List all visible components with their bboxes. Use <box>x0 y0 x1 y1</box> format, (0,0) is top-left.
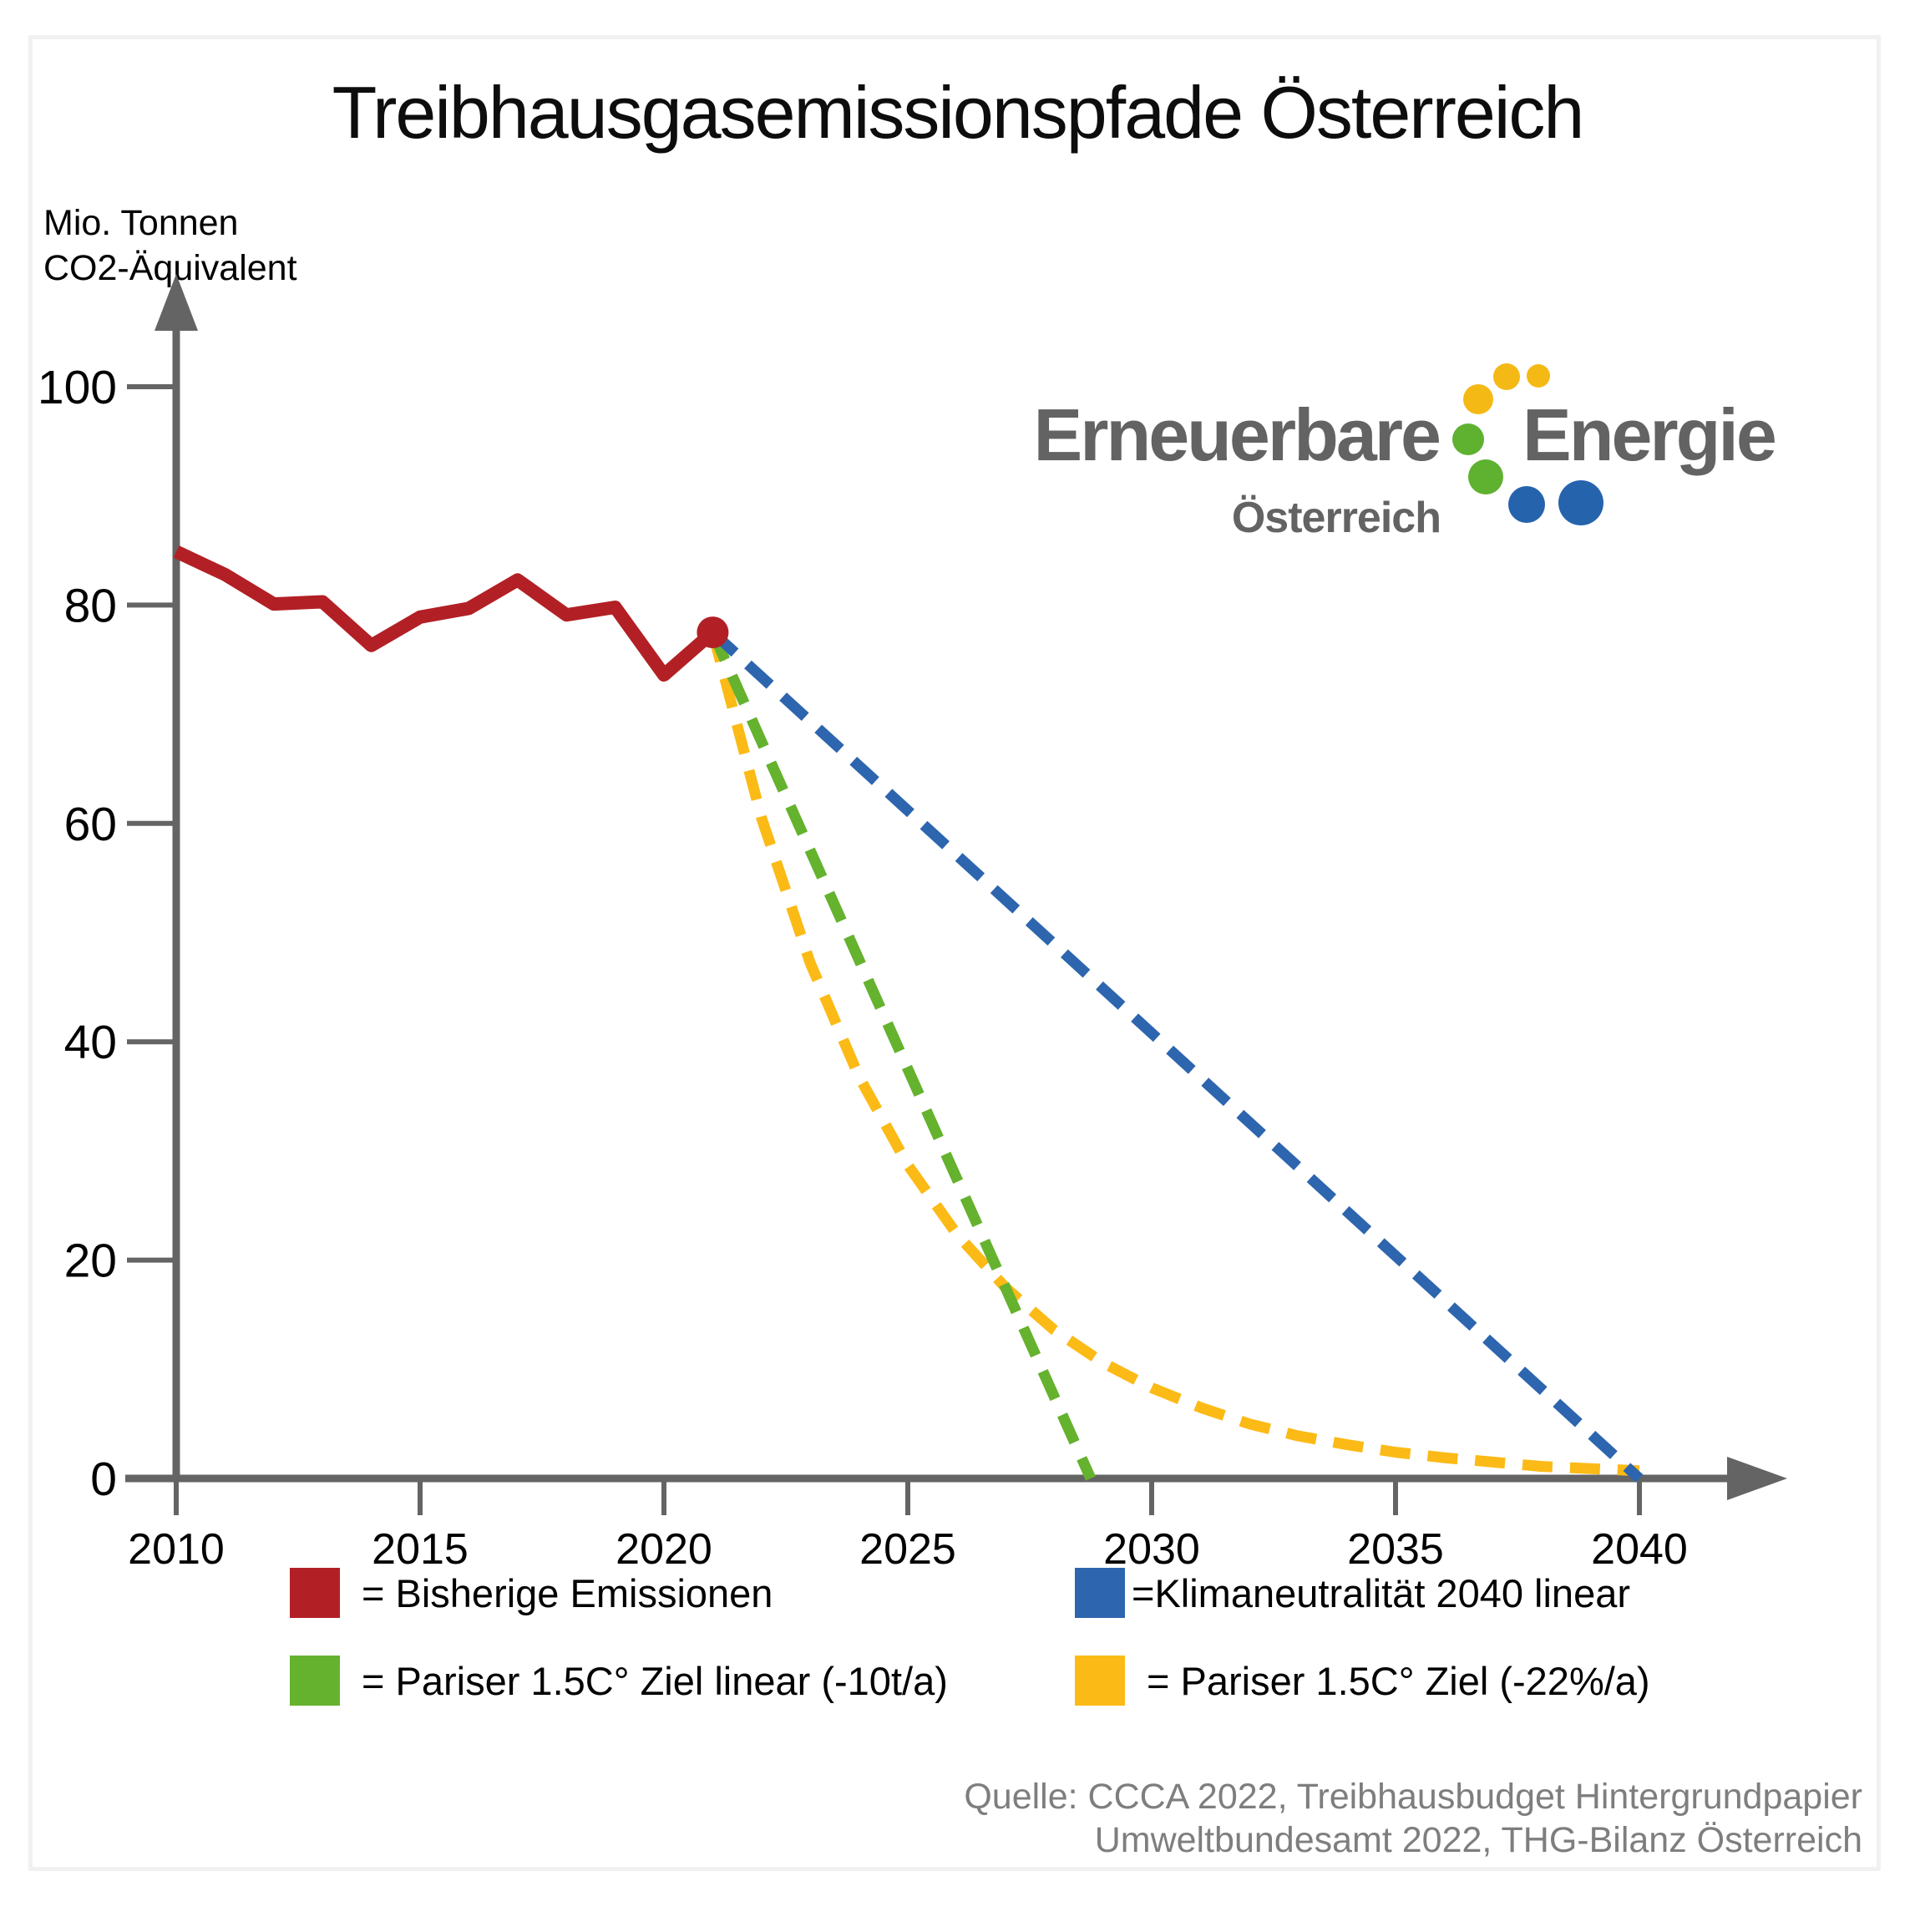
logo-word-erneuerbare: Erneuerbare <box>1034 393 1440 476</box>
logo-dot-icon <box>1463 384 1493 414</box>
series-pariser-22-prozent <box>707 631 1640 1477</box>
legend-chip-pariser-22-prozent <box>1075 1656 1125 1706</box>
y-tick-label: 40 <box>64 1016 117 1069</box>
y-tick-label: 80 <box>64 579 117 632</box>
logo-dot-icon <box>1468 459 1503 494</box>
legend-item-pariser-22-prozent: = Pariser 1.5C° Ziel (-22%/a) <box>1075 1656 1650 1706</box>
y-axis-title: Mio. Tonnen CO2-Äquivalent <box>43 200 297 291</box>
x-tick-label: 2025 <box>859 1525 956 1574</box>
logo-dot-icon <box>1452 423 1484 455</box>
erneuerbare-energie-logo: Erneuerbare Energie Österreich <box>1034 363 1777 542</box>
logo-dot-icon <box>1508 486 1545 523</box>
legend-label: = Pariser 1.5C° Ziel linear (-10t/a) <box>362 1658 948 1703</box>
legend-label: =Klimaneutralität 2040 linear <box>1132 1570 1631 1615</box>
x-tick-label: 2035 <box>1347 1525 1444 1574</box>
page-border <box>28 35 1881 1871</box>
x-tick-label: 2040 <box>1591 1525 1688 1574</box>
x-tick-label: 2015 <box>372 1525 469 1574</box>
y-tick-label: 20 <box>64 1235 117 1288</box>
legend-item-pariser-linear: = Pariser 1.5C° Ziel linear (-10t/a) <box>290 1656 948 1706</box>
x-tick-label: 2020 <box>616 1525 712 1574</box>
legend-item-klimaneutralitaet-2040: =Klimaneutralität 2040 linear <box>1075 1568 1630 1618</box>
source-line2: Umweltbundesamt 2022, THG-Bilanz Österre… <box>1094 1819 1862 1860</box>
source-citation: Quelle: CCCA 2022, Treibhausbudget Hinte… <box>964 1776 1862 1862</box>
legend-chip-bisherige-emissionen <box>290 1568 340 1618</box>
logo-subtitle-oesterreich: Österreich <box>1232 494 1441 542</box>
series-bisherige-emissionen <box>173 545 717 682</box>
y-tick-label: 0 <box>90 1453 117 1506</box>
y-axis-title-line2: CO2-Äquivalent <box>43 248 297 289</box>
x-axis-arrow-icon <box>1727 1457 1787 1500</box>
legend-label: = Pariser 1.5C° Ziel (-22%/a) <box>1147 1658 1650 1703</box>
y-tick-label: 100 <box>38 361 117 414</box>
logo-dot-icon <box>1558 480 1603 525</box>
legend-chip-pariser-linear <box>290 1656 340 1706</box>
y-axis-title-line1: Mio. Tonnen <box>43 203 239 243</box>
y-tick-label: 60 <box>64 798 117 851</box>
legend-label: = Bisherige Emissionen <box>362 1570 773 1615</box>
legend-chip-klimaneutralitaet-2040 <box>1075 1568 1125 1618</box>
logo-dot-icon <box>1527 364 1550 388</box>
page-title: Treibhausgasemissionspfade Österreich <box>332 71 1585 154</box>
series-klimaneutralitaet-2040 <box>709 628 1644 1483</box>
logo-word-energie: Energie <box>1522 393 1775 476</box>
y-axis-arrow-icon <box>155 274 198 331</box>
logo-dot-arc-icon <box>1452 363 1603 525</box>
x-tick-label: 2010 <box>128 1525 225 1574</box>
x-tick-label: 2030 <box>1103 1525 1200 1574</box>
source-line1: Quelle: CCCA 2022, Treibhausbudget Hinte… <box>964 1777 1862 1817</box>
logo-dot-icon <box>1493 363 1520 390</box>
series-pariser-linear <box>707 630 1096 1481</box>
legend-item-bisherige-emissionen: = Bisherige Emissionen <box>290 1568 773 1618</box>
current-value-marker <box>697 616 729 649</box>
